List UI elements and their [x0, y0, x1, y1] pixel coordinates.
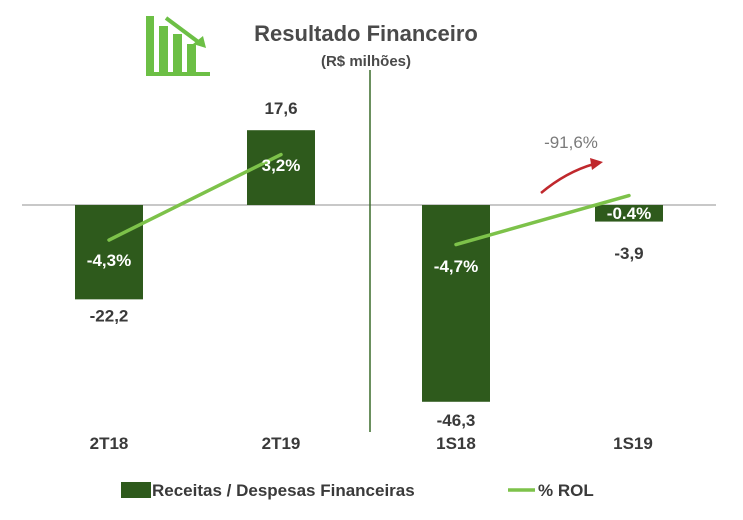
rol-line [107, 152, 283, 242]
icon-baseline [146, 72, 210, 76]
bar-chart-decline-icon [146, 16, 210, 76]
rol-line [454, 193, 631, 247]
pct-label: -0.4% [607, 204, 651, 223]
pct-label: -4,7% [434, 257, 478, 276]
icon-bar [187, 44, 196, 72]
legend-line-label: % ROL [538, 481, 594, 500]
icon-bar [173, 34, 182, 72]
bar [75, 205, 143, 300]
icon-bar [146, 16, 154, 72]
icon-trend-head [193, 36, 206, 48]
legend-bar-swatch [121, 482, 151, 498]
pct-label: -4,3% [87, 251, 131, 270]
icon-trend [164, 16, 203, 46]
x-tick-label: 1S18 [436, 434, 476, 453]
pct-label: 3,2% [262, 156, 301, 175]
x-tick-label: 2T19 [262, 434, 301, 453]
bar [422, 205, 490, 402]
bar [595, 205, 663, 222]
chart-subtitle: (R$ milhões) [321, 53, 411, 70]
bar-value-label: 17,6 [264, 99, 297, 118]
icon-bar [159, 26, 168, 72]
variation-arrow-icon [540, 162, 595, 194]
bar-value-label: -22,2 [90, 306, 129, 325]
bar-value-label: -3,9 [614, 244, 643, 263]
bar-value-label: -46,3 [437, 411, 476, 430]
chart-title: Resultado Financeiro [254, 21, 478, 46]
variation-annotation: -91,6% [544, 133, 598, 152]
x-tick-label: 2T18 [90, 434, 129, 453]
legend: Receitas / Despesas Financeiras % ROL [121, 481, 594, 500]
x-tick-label: 1S19 [613, 434, 653, 453]
variation-arrowhead [590, 158, 603, 170]
legend-bar-label: Receitas / Despesas Financeiras [152, 481, 415, 500]
